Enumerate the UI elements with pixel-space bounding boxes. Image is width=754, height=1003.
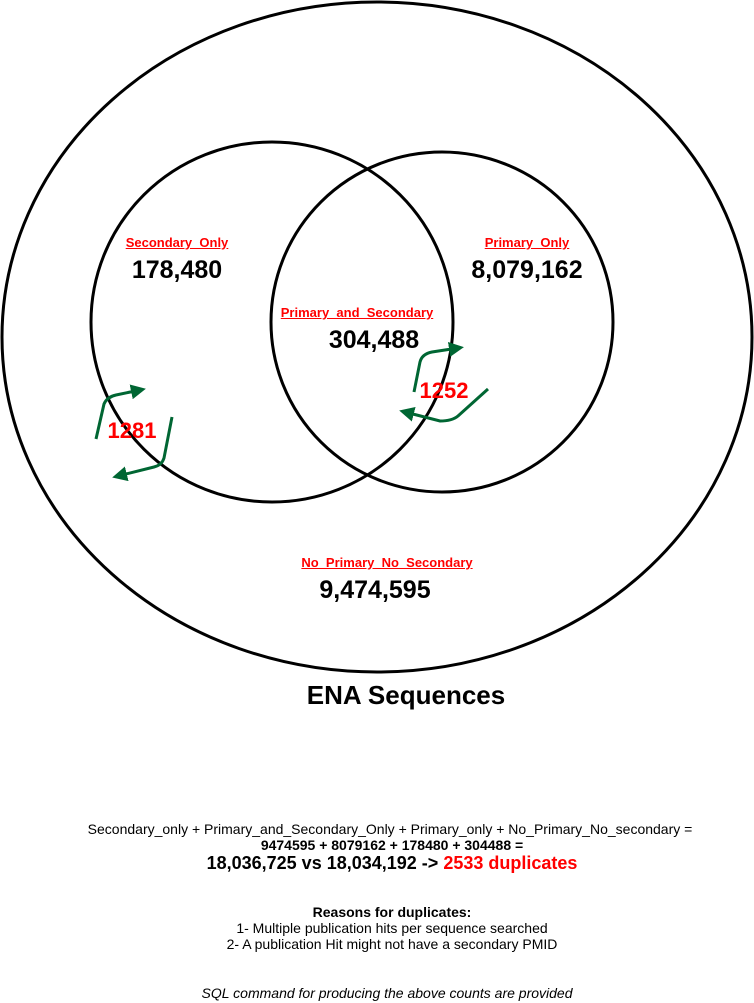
secondary-only-count: 178,480 — [131, 256, 223, 284]
right-exchange-arrow-up — [412, 341, 464, 393]
outer-ellipse-ena — [0, 0, 754, 674]
sql-note: SQL command for producing the above coun… — [201, 985, 573, 1001]
no-primary-no-secondary-label: No_Primary_No_Secondary — [301, 555, 473, 570]
primary-only-count: 8,079,162 — [471, 256, 583, 284]
left-exchange-arrow-up — [94, 384, 146, 440]
secondary-circle — [89, 140, 455, 504]
duplicates-count: 2533 duplicates — [443, 853, 578, 873]
totals-comparison: 18,036,725 vs 18,034,192 -> 2533 duplica… — [92, 853, 692, 874]
formula-line-2: 9474595 + 8079162 + 178480 + 304488 = — [260, 837, 524, 853]
left-exchange-count: 1281 — [107, 418, 157, 443]
left-exchange-arrow-down — [112, 416, 174, 482]
right-exchange-arrow-down — [399, 387, 490, 423]
reasons-title: Reasons for duplicates: — [312, 904, 472, 920]
right-exchange-count: 1252 — [419, 378, 469, 403]
primary-and-secondary-count: 304,488 — [328, 326, 420, 354]
no-primary-no-secondary-count: 9,474,595 — [319, 576, 431, 604]
reason-item-2: 2- A publication Hit might not have a se… — [226, 936, 558, 952]
formula-line-1: Secondary_only + Primary_and_Secondary_O… — [87, 821, 693, 837]
totals-comparison-text: 18,036,725 vs 18,034,192 -> — [206, 853, 439, 873]
primary-circle — [269, 150, 615, 494]
reason-item-1: 1- Multiple publication hits per sequenc… — [236, 920, 548, 936]
secondary-only-label: Secondary_Only — [125, 235, 229, 250]
primary-only-label: Primary_Only — [484, 235, 570, 250]
primary-and-secondary-label: Primary_and_Secondary — [280, 305, 434, 320]
diagram-caption: ENA Sequences — [306, 680, 506, 710]
